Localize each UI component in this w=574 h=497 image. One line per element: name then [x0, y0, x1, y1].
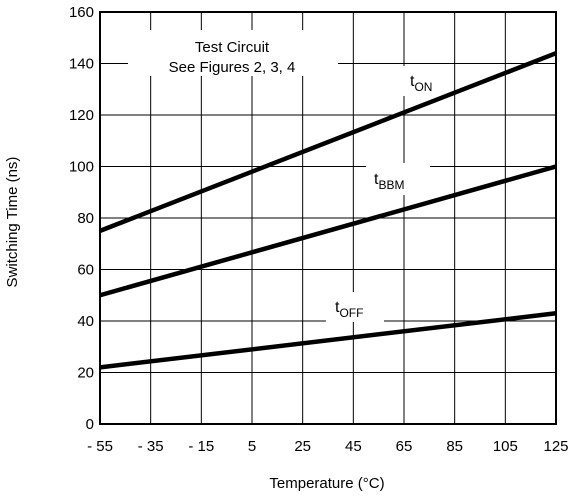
plot-frame: [99, 11, 557, 425]
series-label-toff: tOFF: [335, 299, 363, 320]
y-tick-label: 120: [69, 107, 94, 124]
x-tick-label: 5: [248, 438, 256, 455]
annotation-background: [128, 30, 338, 76]
y-tick-label: 80: [77, 210, 94, 227]
y-tick-label: 0: [86, 416, 94, 433]
annotation-line-2: See Figures 2, 3, 4: [169, 59, 296, 76]
label-background-toff: [326, 292, 384, 322]
series-label-tbbm: tBBM: [374, 171, 404, 192]
series-line-off: [99, 311, 557, 370]
y-tick-label: 40: [77, 313, 94, 330]
x-tick-label: 65: [396, 438, 413, 455]
label-background-ton: [400, 66, 454, 96]
series-line-bbm: [99, 164, 557, 298]
x-tick-label: - 15: [188, 438, 214, 455]
series-line-on: [99, 51, 557, 233]
y-tick-label: 60: [77, 262, 94, 279]
y-tick-label: 160: [69, 4, 94, 21]
x-axis-title: Temperature (°C): [269, 475, 384, 492]
y-tick-label: 20: [77, 365, 94, 382]
x-tick-labels: - 55 - 35 - 15 5 25 45 65 85 105 125: [87, 438, 568, 455]
y-axis-title: Switching Time (ns): [4, 157, 21, 288]
x-tick-label: 45: [345, 438, 362, 455]
x-tick-label: 105: [493, 438, 518, 455]
y-tick-label: 100: [69, 159, 94, 176]
label-background-tbbm: [366, 163, 430, 195]
y-tick-label: 140: [69, 56, 94, 73]
x-tick-label: 85: [446, 438, 463, 455]
x-tick-label: - 35: [138, 438, 164, 455]
series-label-ton: tON: [410, 73, 432, 94]
x-tick-label: - 55: [87, 438, 113, 455]
annotation-line-1: Test Circuit: [195, 39, 270, 56]
y-tick-labels: 0 20 40 60 80 100 120 140 160: [69, 4, 94, 433]
series-lines: [99, 51, 557, 370]
x-tick-label: 25: [294, 438, 311, 455]
x-tick-label: 125: [543, 438, 568, 455]
